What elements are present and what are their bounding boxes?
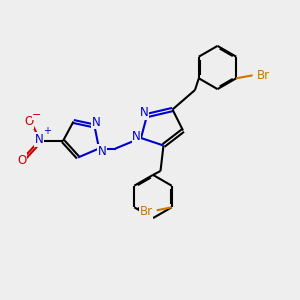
Text: N: N [34, 133, 43, 146]
Text: N: N [140, 106, 148, 119]
Text: −: − [32, 110, 42, 120]
Text: +: + [43, 126, 51, 136]
Text: N: N [92, 116, 100, 129]
Text: O: O [17, 154, 26, 167]
Text: N: N [98, 145, 106, 158]
Text: O: O [24, 115, 33, 128]
Text: Br: Br [256, 69, 270, 82]
Text: N: N [132, 130, 141, 143]
Text: Br: Br [140, 205, 153, 218]
